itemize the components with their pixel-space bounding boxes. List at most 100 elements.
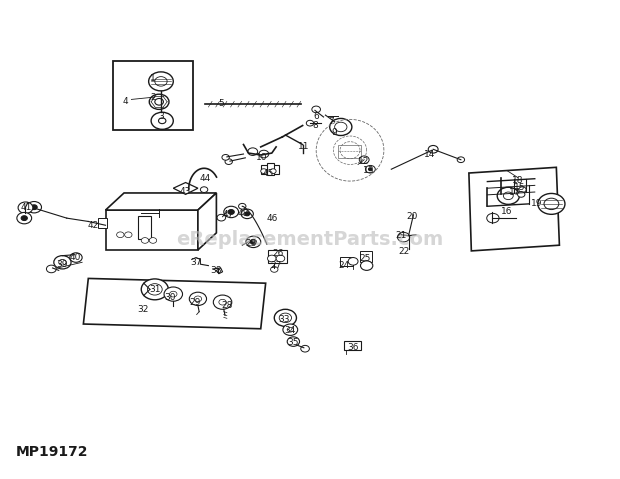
Text: 9: 9 [332,128,337,137]
Text: 21: 21 [396,231,407,240]
Circle shape [519,187,526,193]
Circle shape [17,212,32,224]
Circle shape [27,202,42,213]
Text: 15: 15 [513,183,525,192]
Circle shape [164,287,182,301]
Text: 37: 37 [190,258,202,267]
Circle shape [368,168,372,171]
Circle shape [141,279,169,300]
Bar [268,250,286,263]
Circle shape [360,261,373,270]
Circle shape [170,291,177,297]
Text: 27: 27 [270,261,282,270]
Text: 8: 8 [312,121,318,130]
Text: 29: 29 [189,297,200,307]
Text: 16: 16 [502,206,513,216]
Circle shape [457,157,464,162]
Text: 18: 18 [512,176,524,184]
Polygon shape [173,182,198,194]
Circle shape [149,72,173,91]
Circle shape [70,253,82,262]
Circle shape [348,258,358,265]
Circle shape [141,238,149,243]
Text: 34: 34 [285,326,296,335]
Text: 33: 33 [278,315,290,324]
Circle shape [222,155,229,160]
Text: 31: 31 [149,285,161,294]
Text: 28: 28 [221,300,232,309]
Circle shape [149,94,169,109]
Bar [138,216,151,239]
Circle shape [306,120,314,126]
Circle shape [270,169,276,173]
Circle shape [365,165,375,173]
Circle shape [219,299,226,305]
Circle shape [274,309,296,326]
Text: 47: 47 [223,210,234,219]
Circle shape [194,296,202,302]
Text: 24: 24 [339,261,350,270]
Text: 32: 32 [137,305,148,314]
Polygon shape [83,278,265,329]
Circle shape [279,313,291,322]
Text: 38: 38 [211,266,222,275]
Circle shape [270,267,278,272]
Bar [97,218,107,228]
Circle shape [276,255,285,262]
Text: 12: 12 [358,157,370,166]
Text: 36: 36 [347,343,359,352]
Text: 45: 45 [262,169,274,178]
Circle shape [224,206,239,217]
Text: 3: 3 [158,113,164,122]
Bar [340,257,353,266]
Bar [360,251,371,262]
Bar [113,61,193,130]
Circle shape [312,106,321,113]
Circle shape [497,187,520,205]
Circle shape [359,156,369,163]
Circle shape [155,77,167,86]
Circle shape [155,99,164,105]
Bar [261,165,279,174]
Text: 46: 46 [266,214,278,223]
Circle shape [46,265,56,273]
Circle shape [330,118,352,136]
Bar [344,341,361,350]
Circle shape [200,187,208,193]
Circle shape [518,192,525,197]
Polygon shape [105,210,198,250]
Circle shape [225,159,232,164]
Text: 22: 22 [398,247,409,256]
Text: 17: 17 [508,188,520,197]
Text: 39: 39 [56,260,68,269]
Circle shape [241,209,254,218]
Text: 35: 35 [287,338,298,347]
Text: 1: 1 [150,74,156,82]
Text: 43: 43 [180,186,192,195]
Circle shape [246,236,261,248]
Circle shape [245,212,250,216]
Text: 40: 40 [69,253,81,262]
Circle shape [148,284,162,295]
Circle shape [287,327,293,332]
Circle shape [261,169,267,173]
Text: 10: 10 [256,153,268,162]
Text: 2: 2 [150,92,156,102]
Circle shape [301,345,309,352]
Circle shape [54,256,71,269]
Text: 5: 5 [218,99,224,108]
Text: MP19172: MP19172 [16,445,88,459]
Circle shape [239,204,246,209]
Circle shape [213,295,232,309]
Circle shape [59,260,66,265]
Circle shape [335,122,347,132]
Circle shape [259,150,268,158]
Text: 44: 44 [200,174,211,183]
Text: 25: 25 [360,254,371,263]
Circle shape [544,198,559,210]
Text: 4: 4 [122,97,128,106]
Text: eReplacementParts.com: eReplacementParts.com [176,230,444,249]
Circle shape [248,148,258,156]
Circle shape [189,292,206,306]
Text: 20: 20 [406,212,417,221]
